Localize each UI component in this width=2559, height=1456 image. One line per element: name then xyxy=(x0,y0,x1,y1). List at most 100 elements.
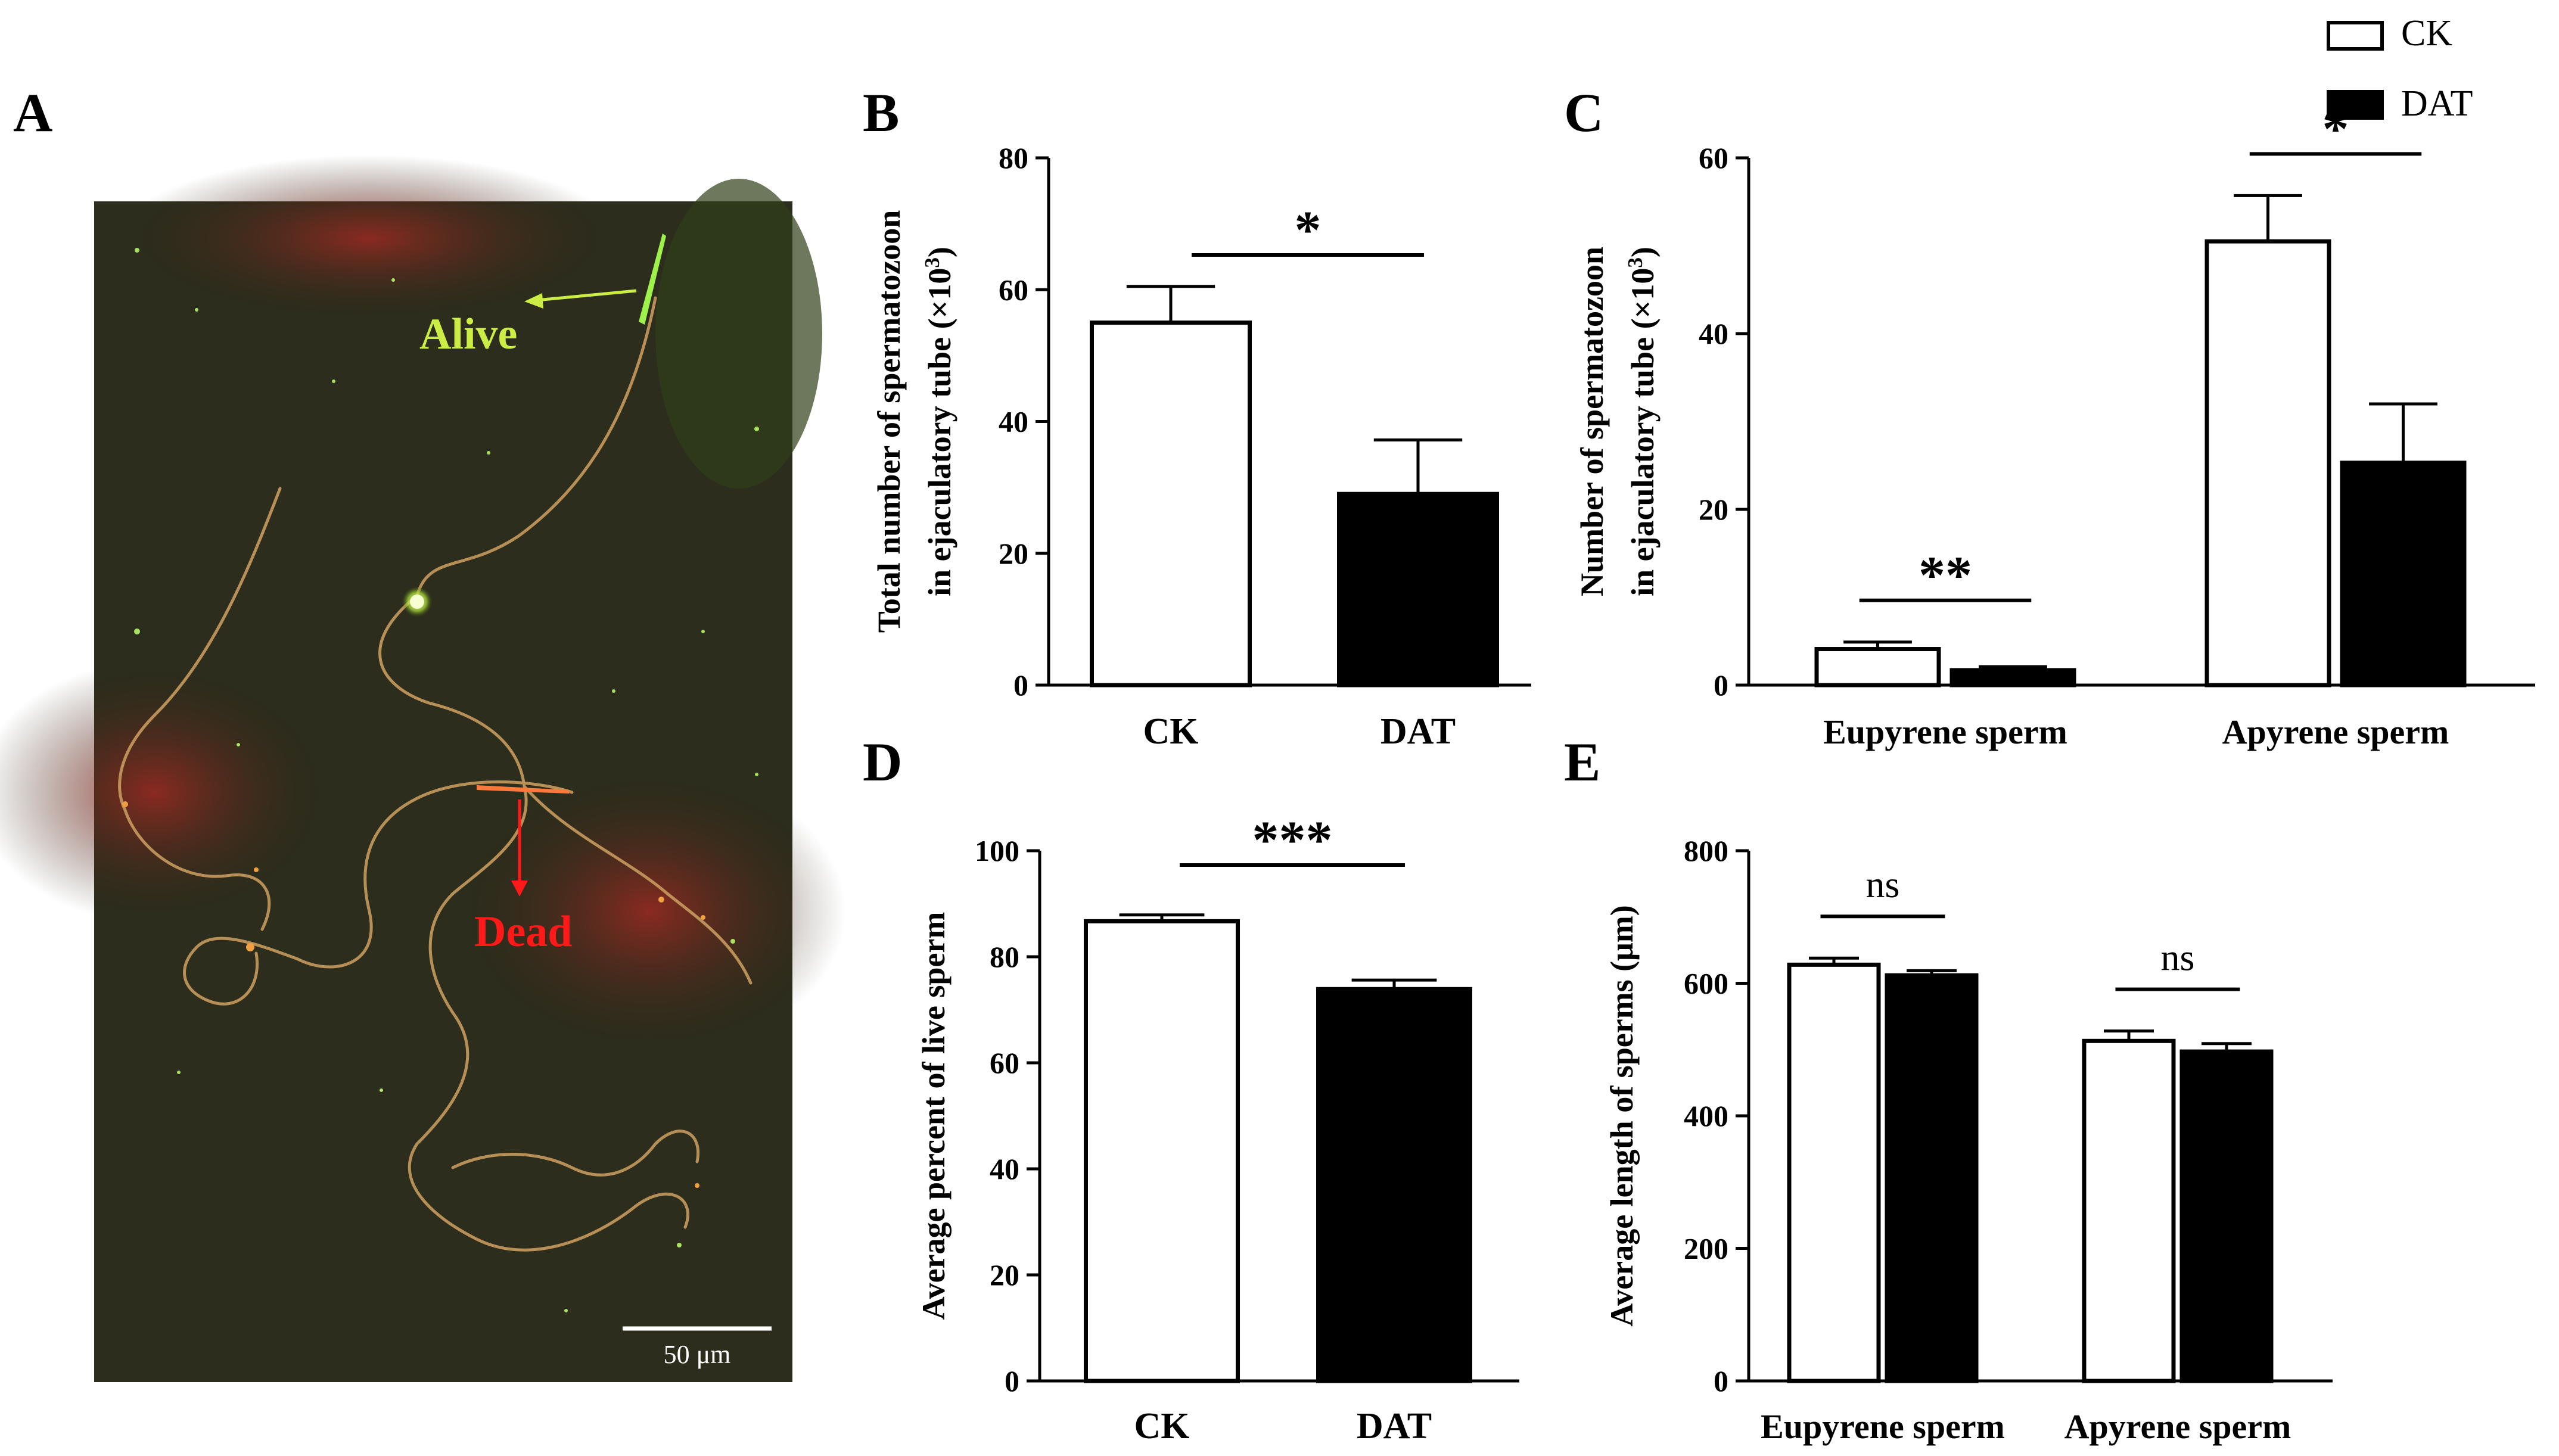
speck xyxy=(612,689,615,693)
filament-main xyxy=(378,594,689,1252)
alive-sperm-core xyxy=(410,595,424,609)
y-tick-label: 20 xyxy=(1699,493,1728,526)
y-tick-label: 20 xyxy=(990,1258,1019,1292)
speck xyxy=(135,248,139,253)
filament-dead xyxy=(183,780,574,1006)
chart-d: 0 20 40 60 80 100 Average percent of live sper… xyxy=(916,811,1519,1446)
chart-e: 0 200 400 600 800 Average length of sperms (μ… xyxy=(1604,834,2333,1446)
speck xyxy=(332,379,335,383)
alive-arrow xyxy=(530,289,637,303)
y-tick-label: 0 xyxy=(1013,668,1028,702)
x-tick-label: CK xyxy=(1134,1406,1190,1446)
scale-bar-label: 50 μm xyxy=(664,1340,731,1369)
x-tick-label: Eupyrene sperm xyxy=(1823,713,2067,751)
speck xyxy=(134,629,140,634)
filament-alive xyxy=(415,296,657,598)
speck xyxy=(237,743,240,746)
y-tick-label: 0 xyxy=(1714,668,1728,702)
filament-left xyxy=(118,487,282,931)
fluorescent-specks xyxy=(134,248,759,1312)
x-tick-label: Apyrene sperm xyxy=(2064,1407,2291,1446)
y-axis-label: Average percent of live sperm xyxy=(916,912,952,1320)
legend-label-dat: DAT xyxy=(2401,83,2473,124)
y-axis-label-line2: in ejaculatory tube (×103) xyxy=(921,247,958,596)
bar xyxy=(1949,668,2076,687)
speck xyxy=(701,915,705,920)
speck xyxy=(254,867,259,872)
dead-arrowhead xyxy=(511,881,528,897)
y-tick-label: 60 xyxy=(990,1046,1019,1079)
panel-d-letter: D xyxy=(863,732,902,792)
speck xyxy=(695,1183,699,1188)
bar xyxy=(2082,1038,2176,1383)
significance-label: *** xyxy=(1252,811,1333,870)
y-axis-label: Total number of spermatozoon xyxy=(871,210,907,633)
bar xyxy=(1787,962,1881,1383)
x-tick-label: CK xyxy=(1143,711,1199,752)
panel-a-letter: A xyxy=(13,82,52,143)
speck xyxy=(487,451,490,455)
significance-label: * xyxy=(1295,201,1322,260)
x-tick-label: Eupyrene sperm xyxy=(1761,1407,2005,1446)
dead-sperm-head xyxy=(477,785,569,794)
filament-lower xyxy=(523,785,753,985)
speck xyxy=(755,773,758,776)
x-tick-label: DAT xyxy=(1380,711,1456,752)
red-glow-left xyxy=(0,661,334,923)
legend-swatch-dat xyxy=(2327,90,2384,120)
dead-label: Dead xyxy=(474,907,572,956)
significance-label: ns xyxy=(2161,937,2195,979)
orange-specks xyxy=(122,801,705,1188)
y-tick-label: 600 xyxy=(1684,967,1728,1000)
y-tick-label: 0 xyxy=(1714,1364,1728,1398)
y-axis-label-line2: in ejaculatory tube (×103) xyxy=(1624,247,1661,596)
speck xyxy=(122,801,128,807)
y-axis-label: Average length of sperms (μm) xyxy=(1604,905,1640,1326)
speck xyxy=(754,427,759,431)
bar xyxy=(1814,647,1941,687)
bar xyxy=(1084,919,1240,1383)
alive-sperm-head xyxy=(639,234,666,325)
bar xyxy=(2179,1049,2274,1383)
red-glow-right xyxy=(453,769,846,1054)
bar xyxy=(1885,973,1979,1383)
speck xyxy=(380,1088,383,1092)
speck xyxy=(391,278,395,282)
significance-label: * xyxy=(2322,99,2349,158)
bar xyxy=(1337,491,1499,687)
speck xyxy=(730,939,735,944)
sperm-filaments xyxy=(118,296,753,1252)
bar xyxy=(1316,987,1472,1383)
y-tick-label: 200 xyxy=(1684,1232,1728,1265)
chart-c: 0 20 40 60 Number of spermatozoon in ejaculat… xyxy=(1574,99,2535,751)
panel-a: A xyxy=(0,82,846,1382)
y-tick-label: 40 xyxy=(990,1152,1019,1186)
y-tick-label: 0 xyxy=(1005,1364,1019,1398)
panel-b-letter: B xyxy=(863,82,899,143)
legend-label-ck: CK xyxy=(2401,13,2452,54)
panel-e-letter: E xyxy=(1564,732,1600,792)
y-tick-label: 80 xyxy=(990,940,1019,973)
red-glow-top xyxy=(119,155,620,322)
speck xyxy=(246,943,254,951)
speck xyxy=(195,308,198,312)
y-tick-label: 80 xyxy=(999,141,1028,175)
y-tick-label: 40 xyxy=(1699,317,1728,350)
y-tick-label: 40 xyxy=(999,405,1028,438)
y-tick-label: 60 xyxy=(1699,141,1728,175)
panel-c-letter: C xyxy=(1564,82,1603,143)
significance-label: ns xyxy=(1866,863,1900,906)
alive-label: Alive xyxy=(419,310,517,359)
legend: CK DAT xyxy=(2327,13,2473,124)
bar xyxy=(2204,239,2331,687)
bar xyxy=(1090,321,1252,687)
speck xyxy=(564,1309,568,1312)
micrograph: Alive Dead 50 μm xyxy=(0,155,846,1382)
speck xyxy=(677,1243,682,1247)
y-tick-label: 800 xyxy=(1684,834,1728,867)
y-axis-label: Number of spermatozoon xyxy=(1574,247,1610,596)
x-tick-label: Apyrene sperm xyxy=(2222,713,2449,751)
speck xyxy=(658,897,664,903)
filament-curl xyxy=(451,1130,699,1177)
